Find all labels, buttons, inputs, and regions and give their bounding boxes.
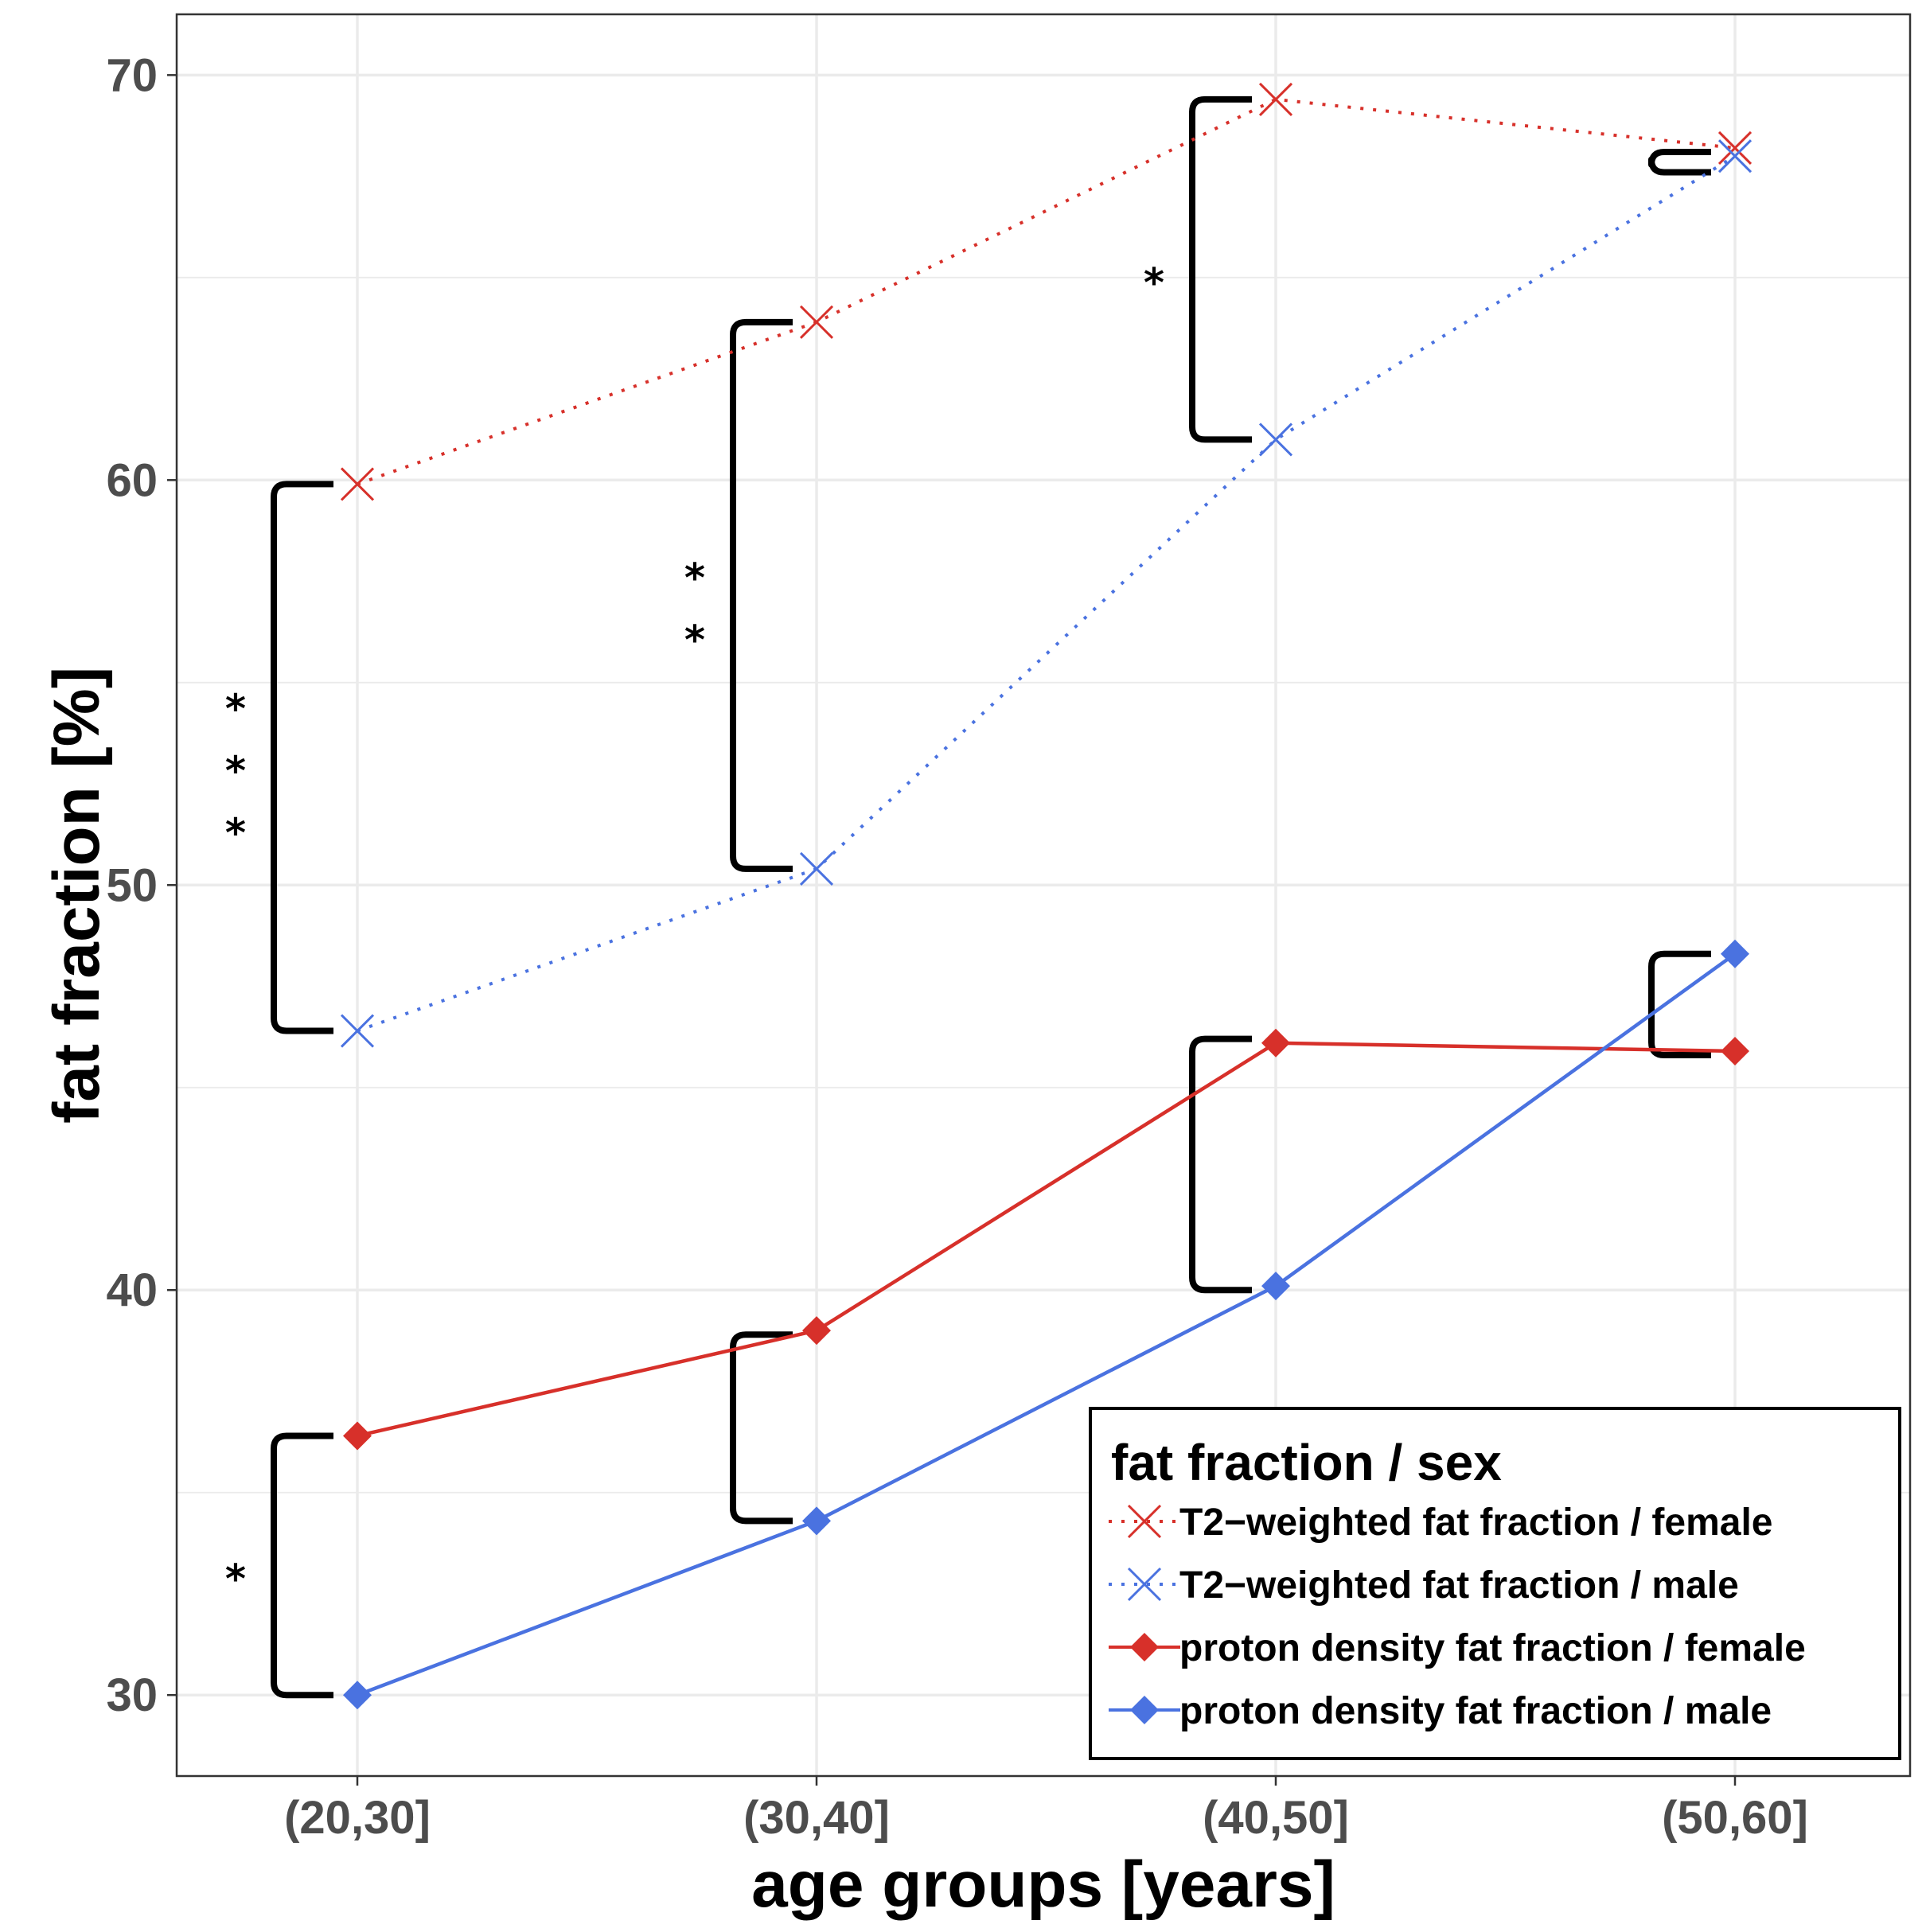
- data-point-marker: [1261, 1028, 1290, 1058]
- significance-brackets: * * ** ***: [225, 95, 1711, 1699]
- x-axis-title: age groups [years]: [751, 1848, 1335, 1921]
- legend: fat fraction / sex T2−weighted fat fract…: [1089, 1407, 1901, 1760]
- legend-key-marker: [1130, 1633, 1159, 1661]
- significance-label: * *: [684, 555, 705, 663]
- legend-label: T2−weighted fat fraction / male: [1179, 1564, 1739, 1607]
- data-point-marker: [1717, 139, 1753, 173]
- y-axis-title: fat fraction [%]: [41, 667, 113, 1124]
- data-point-marker: [799, 305, 834, 339]
- significance-bracket: [1189, 95, 1252, 443]
- series-line-1: [357, 154, 1737, 1033]
- data-point-marker: [1261, 1272, 1290, 1301]
- significance-bracket: [1648, 149, 1711, 176]
- significance-label: *: [225, 1556, 246, 1602]
- data-point-marker: [1717, 130, 1753, 166]
- x-tick-label: (20,30]: [284, 1792, 431, 1844]
- significance-bracket: [271, 481, 333, 1034]
- x-tick-label: (40,50]: [1203, 1792, 1349, 1844]
- significance-label: * * *: [225, 686, 246, 856]
- series-line-2: [357, 1041, 1736, 1438]
- data-point-marker: [1721, 1036, 1749, 1065]
- significance-bracket: [1189, 1035, 1252, 1294]
- legend-key-marker: [1127, 1567, 1162, 1602]
- data-point-marker: [1258, 423, 1293, 457]
- data-point-marker: [802, 1506, 831, 1536]
- series-layer: [340, 82, 1753, 1710]
- legend-key-marker: [1130, 1696, 1159, 1724]
- data-point-marker: [1258, 82, 1293, 116]
- series-line-3: [357, 952, 1737, 1697]
- data-point-marker: [343, 1681, 372, 1710]
- data-point-marker: [802, 1316, 831, 1346]
- data-point-marker: [799, 851, 834, 886]
- x-tick-label: (30,40]: [743, 1792, 890, 1844]
- legend-label: proton density fat fraction / male: [1179, 1690, 1772, 1732]
- legend-items: T2−weighted fat fraction / female T2−weig…: [1109, 1502, 1806, 1732]
- legend-key-marker: [1127, 1504, 1162, 1539]
- significance-bracket: [1648, 950, 1711, 1059]
- data-point-marker: [1721, 939, 1749, 968]
- legend-box: [1089, 1407, 1901, 1760]
- axis-ticks: 30 40 50 60 70 (20,30] (30,40] (40,50] (50,60]: [106, 49, 1807, 1844]
- legend-label: T2−weighted fat fraction / female: [1179, 1502, 1773, 1544]
- x-tick-label: (50,60]: [1662, 1792, 1808, 1844]
- significance-bracket: [271, 1432, 333, 1699]
- significance-label: *: [1144, 260, 1164, 306]
- significance-bracket: [730, 1331, 793, 1525]
- data-point-marker: [340, 467, 375, 501]
- y-tick-label: 60: [106, 454, 158, 506]
- y-tick-label: 50: [106, 859, 158, 911]
- data-point-marker: [343, 1421, 372, 1451]
- y-tick-label: 70: [106, 49, 158, 101]
- data-point-marker: [340, 1014, 375, 1048]
- legend-label: proton density fat fraction / female: [1179, 1627, 1806, 1669]
- significance-bracket: [730, 318, 793, 872]
- y-tick-label: 30: [106, 1669, 158, 1721]
- legend-title: fat fraction / sex: [1111, 1434, 1502, 1491]
- grid-lines: [177, 14, 1910, 1776]
- plot-panel-border: [175, 13, 1912, 1778]
- series-line-0: [357, 97, 1736, 486]
- y-tick-label: 40: [106, 1264, 158, 1316]
